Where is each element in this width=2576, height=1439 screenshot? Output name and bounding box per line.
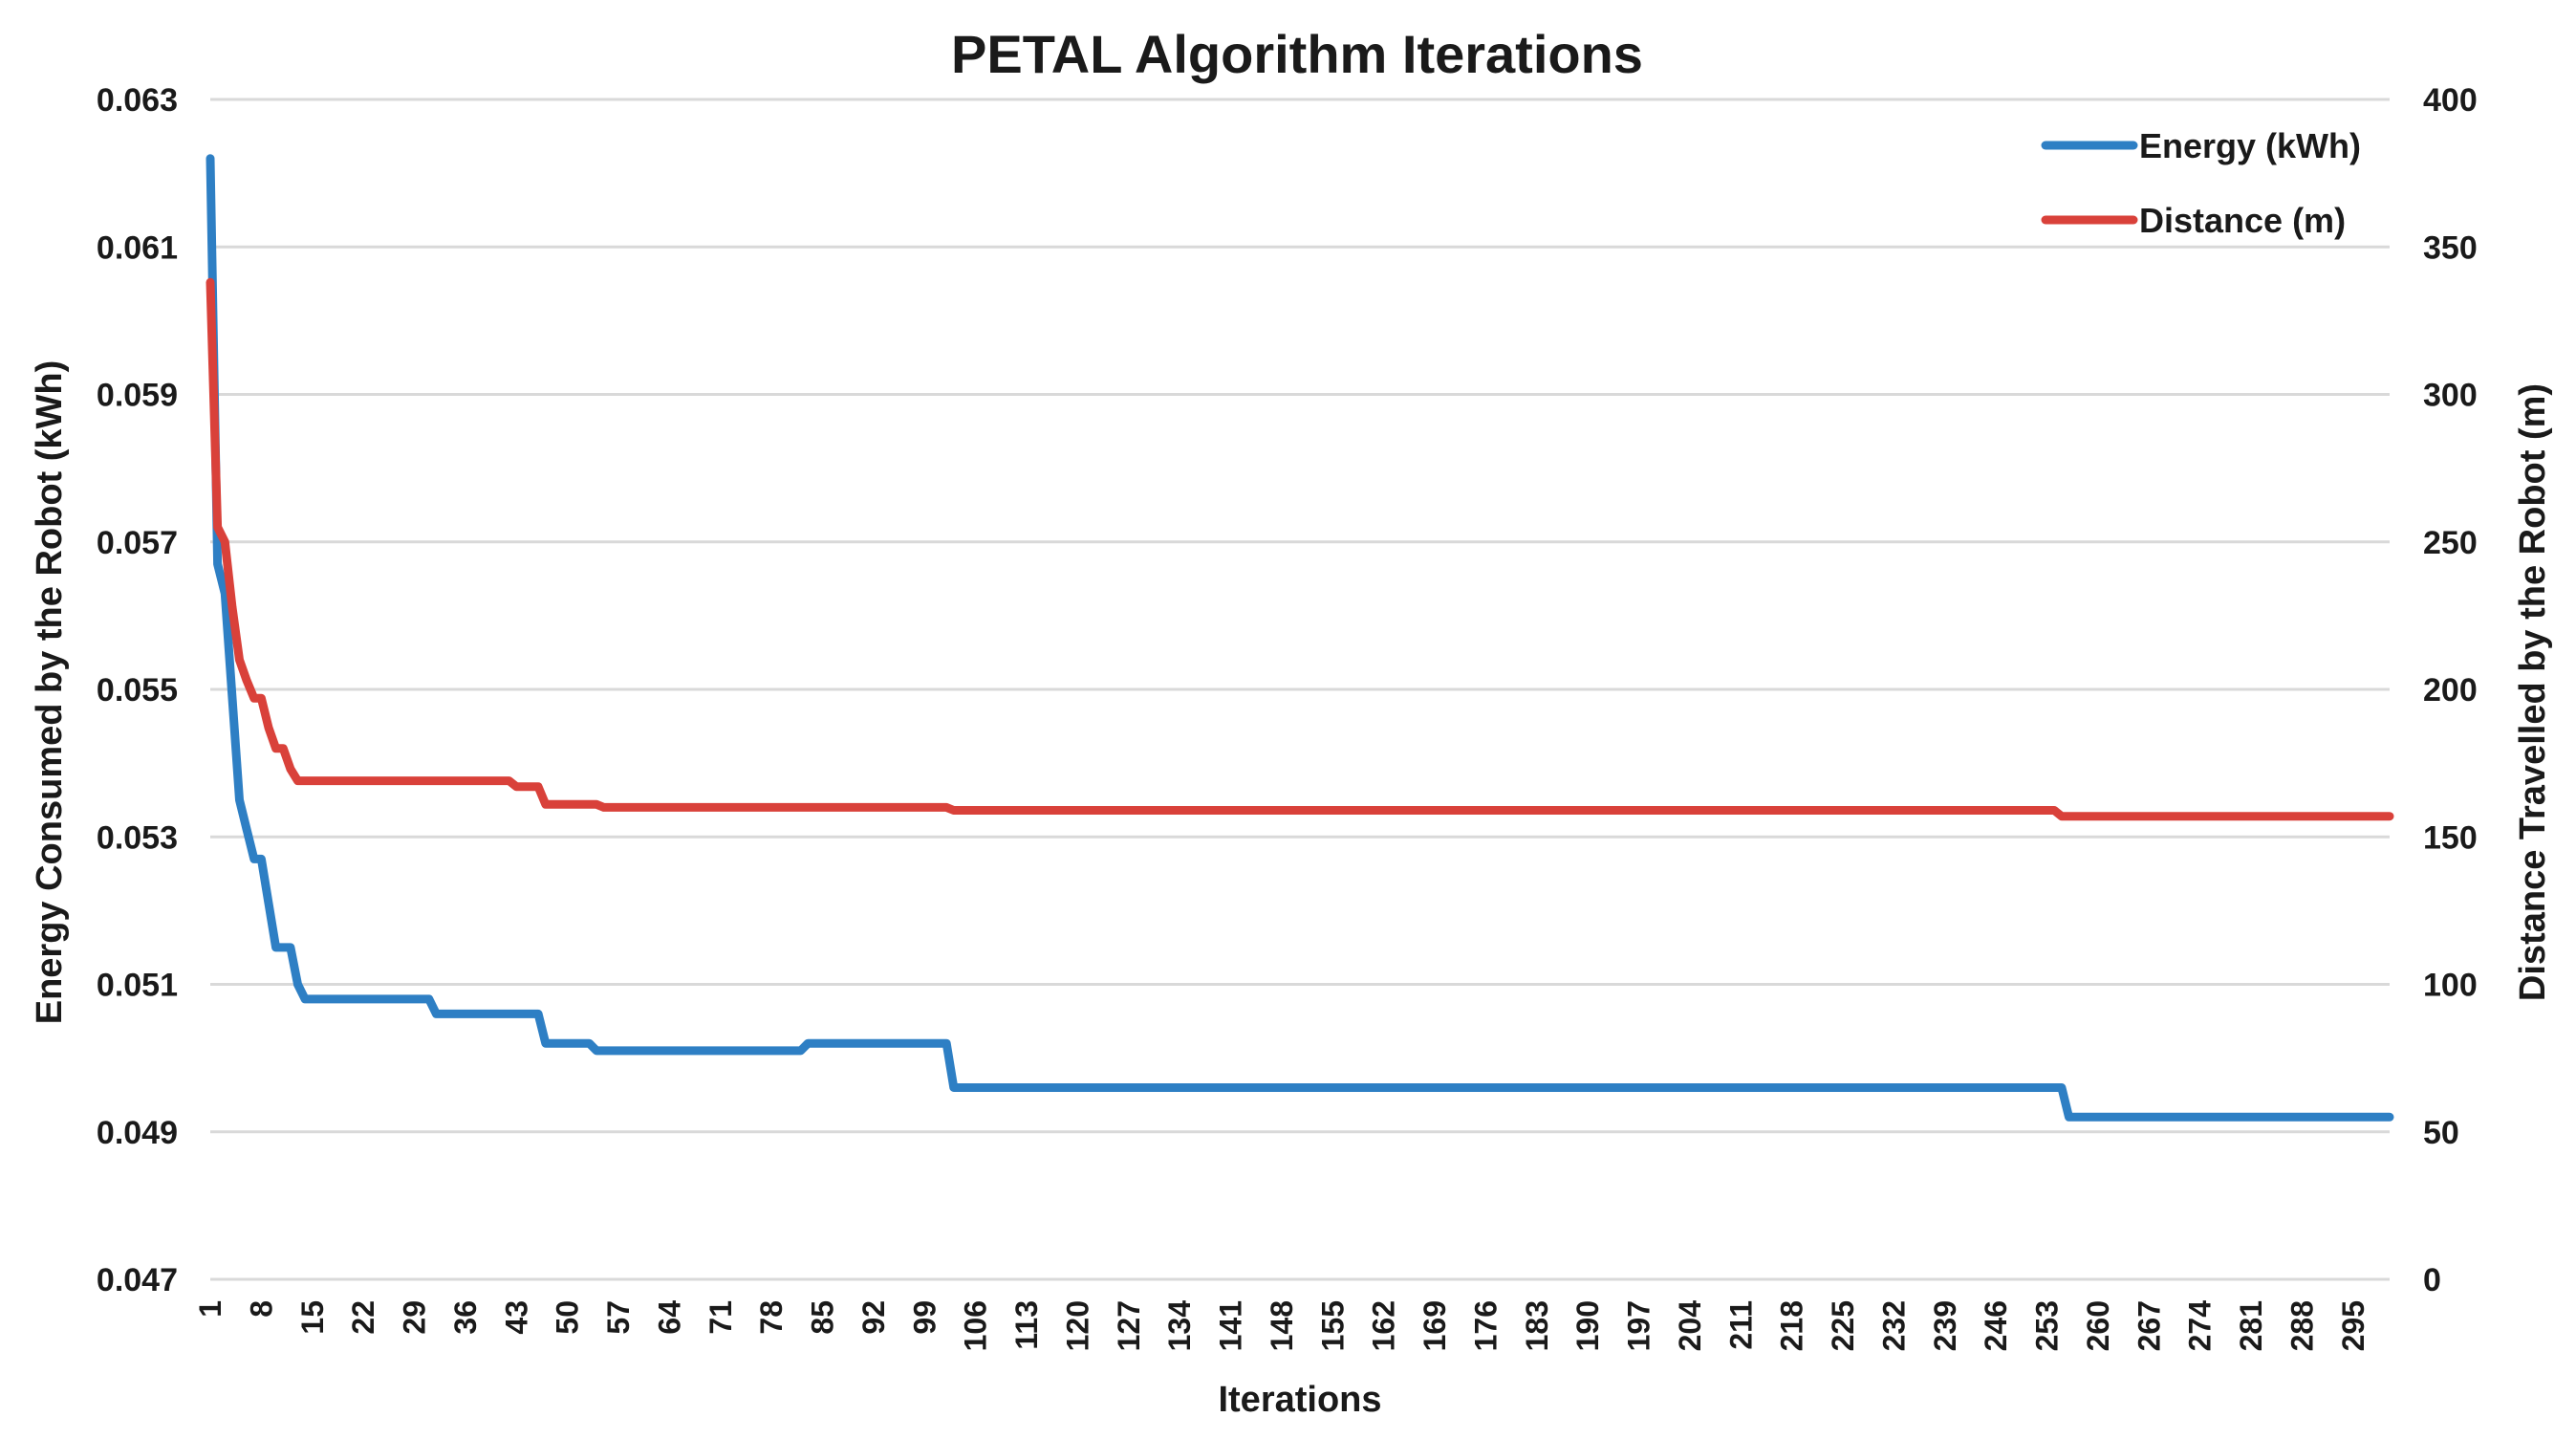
x-tick-label: 169	[1418, 1300, 1452, 1351]
x-tick-label: 113	[1009, 1300, 1044, 1350]
x-tick-label: 8	[244, 1300, 278, 1318]
y-right-tick-label: 100	[2423, 968, 2478, 1004]
x-tick-label: 85	[806, 1300, 840, 1335]
x-tick-label: 134	[1162, 1300, 1197, 1352]
y-left-tick-label: 0.049	[97, 1115, 178, 1151]
x-tick-label: 22	[346, 1300, 380, 1335]
y-right-tick-label: 300	[2423, 378, 2478, 414]
y-left-tick-label: 0.053	[97, 819, 178, 856]
series-lines	[206, 154, 2394, 1122]
x-tick-label: 218	[1775, 1300, 1809, 1351]
legend-label: Distance (m)	[2139, 201, 2346, 240]
x-tick-label: 232	[1876, 1300, 1911, 1351]
x-tick-label: 197	[1622, 1300, 1656, 1351]
y-right-tick-label: 350	[2423, 229, 2478, 266]
y-right-tick-label: 200	[2423, 672, 2478, 709]
y-right-tick-label: 0	[2423, 1262, 2441, 1298]
gridlines	[210, 98, 2390, 1281]
x-tick-label: 64	[652, 1300, 686, 1335]
y-right-tick-label: 150	[2423, 819, 2478, 856]
x-tick-label: 295	[2336, 1300, 2370, 1351]
x-tick-label: 15	[295, 1300, 330, 1335]
y-right-tick-label: 400	[2423, 82, 2478, 119]
x-tick-label: 1	[193, 1300, 227, 1318]
legend: Energy (kWh) Distance (m)	[2041, 126, 2361, 240]
y-left-tick-label: 0.057	[97, 525, 178, 561]
x-tick-label: 211	[1723, 1300, 1758, 1350]
x-tick-label: 239	[1928, 1300, 1962, 1351]
x-tick-label: 155	[1315, 1300, 1350, 1351]
x-tick-label: 50	[551, 1300, 585, 1335]
y-left-tick-label: 0.051	[97, 968, 178, 1004]
y-axis-left-ticks: 0.047 0.049 0.051 0.053 0.055 0.057 0.059 0.061…	[97, 82, 178, 1298]
x-tick-label: 78	[754, 1300, 789, 1335]
x-tick-label: 43	[499, 1300, 533, 1335]
series-line-energy	[206, 154, 2394, 1122]
x-axis-ticks: 1 8 15 22 29 36 43 50 57 64 71 78 85 92 99 106 113 120 127…	[193, 1300, 2370, 1352]
x-tick-label: 141	[1214, 1300, 1248, 1351]
x-tick-label: 99	[907, 1300, 942, 1335]
x-tick-label: 71	[704, 1300, 738, 1335]
y-right-tick-label: 50	[2423, 1115, 2459, 1151]
x-tick-label: 162	[1367, 1300, 1401, 1351]
y-axis-left-label: Energy Consumed by the Robot (kWh)	[30, 360, 70, 1025]
x-axis-label: Iterations	[1218, 1380, 1381, 1420]
y-left-tick-label: 0.055	[97, 672, 178, 709]
x-tick-label: 204	[1673, 1300, 1707, 1352]
x-tick-label: 281	[2234, 1300, 2268, 1351]
x-tick-label: 288	[2284, 1300, 2319, 1351]
y-axis-right-label: Distance Travelled by the Robot (m)	[2513, 383, 2553, 1001]
x-tick-label: 36	[448, 1300, 483, 1335]
y-right-tick-label: 250	[2423, 525, 2478, 561]
x-tick-label: 120	[1060, 1300, 1094, 1351]
chart-title: PETAL Algorithm Iterations	[951, 24, 1643, 84]
y-left-tick-label: 0.059	[97, 378, 178, 414]
x-tick-label: 106	[959, 1300, 993, 1351]
x-tick-label: 127	[1112, 1300, 1146, 1351]
x-tick-label: 183	[1520, 1300, 1554, 1351]
x-tick-label: 260	[2081, 1300, 2115, 1351]
x-tick-label: 148	[1265, 1300, 1299, 1351]
x-tick-label: 57	[601, 1300, 636, 1335]
x-tick-label: 274	[2183, 1300, 2218, 1352]
y-left-tick-label: 0.063	[97, 82, 178, 119]
x-tick-label: 267	[2132, 1300, 2166, 1351]
legend-label: Energy (kWh)	[2139, 126, 2361, 165]
y-left-tick-label: 0.061	[97, 229, 178, 266]
x-tick-label: 29	[398, 1300, 432, 1335]
series-line-distance	[206, 277, 2394, 821]
x-tick-label: 176	[1468, 1300, 1503, 1351]
y-axis-right-ticks: 0 50 100 150 200 250 300 350 400	[2423, 82, 2478, 1298]
x-tick-label: 92	[856, 1300, 891, 1335]
x-tick-label: 225	[1826, 1300, 1860, 1351]
y-left-tick-label: 0.047	[97, 1262, 178, 1298]
x-tick-label: 246	[1979, 1300, 2013, 1351]
x-tick-label: 253	[2030, 1300, 2065, 1351]
x-tick-label: 190	[1570, 1300, 1605, 1351]
